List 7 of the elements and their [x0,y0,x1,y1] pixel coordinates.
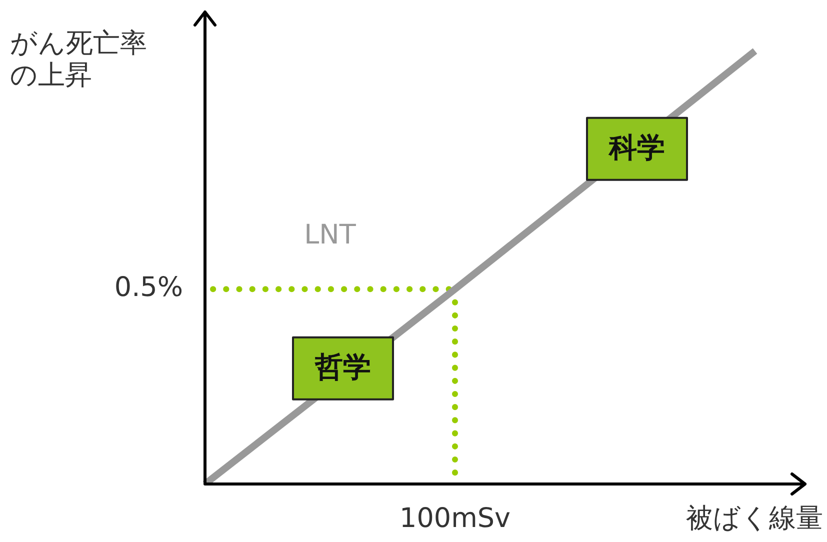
annotation: 哲学 [314,350,371,384]
text: 100mSv [400,503,510,534]
text: LNT [304,220,356,251]
x-axis-title: 被ばく線量 [686,502,823,536]
ref-line-label: 0.5% [114,272,183,304]
annotation: 科学 [608,131,665,164]
y-axis-title: がん死亡率の上昇 [10,28,148,92]
